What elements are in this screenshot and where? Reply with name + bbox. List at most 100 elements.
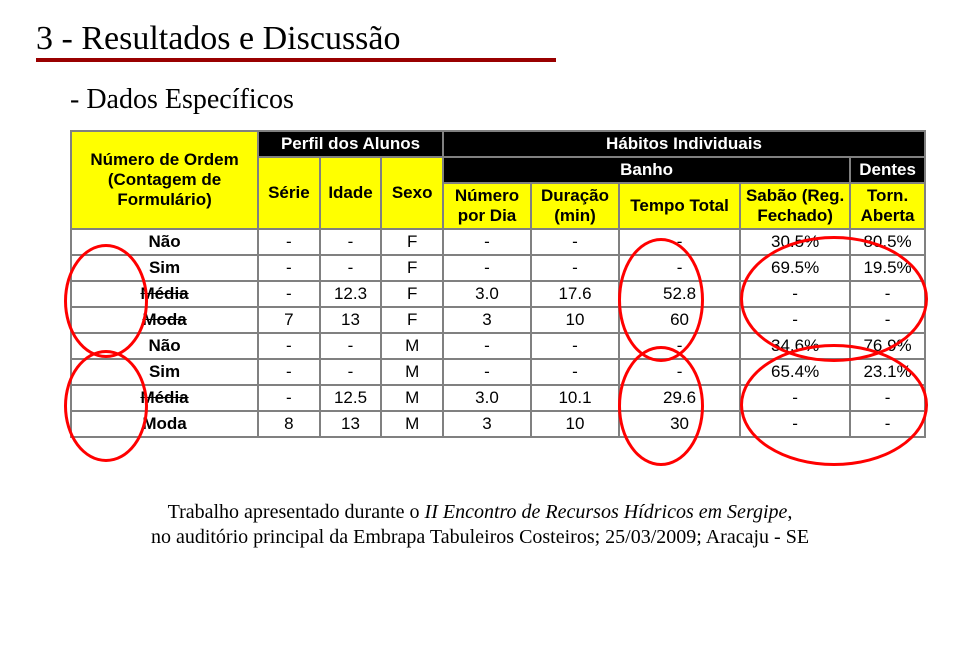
super-dentes: Dentes (850, 157, 925, 183)
cell-sabao: 65.4% (740, 359, 850, 385)
cell-idade: - (320, 229, 382, 255)
row-label: Média (71, 281, 258, 307)
cell-sabao: 30.5% (740, 229, 850, 255)
cell-duracao: 10.1 (531, 385, 619, 411)
row-label: Não (71, 229, 258, 255)
cell-idade: 13 (320, 307, 382, 333)
cell-tempo-total: 29.6 (619, 385, 740, 411)
cell-serie: 7 (258, 307, 320, 333)
table-row: Não--M---34.6%76.9% (71, 333, 925, 359)
cell-sexo: F (381, 281, 443, 307)
header-sabao: Sabão (Reg. Fechado) (740, 183, 850, 229)
row-label: Moda (71, 411, 258, 437)
cell-sabao: - (740, 411, 850, 437)
header-num-dia: Número por Dia (443, 183, 531, 229)
cell-duracao: - (531, 359, 619, 385)
cell-num-dia: - (443, 229, 531, 255)
row-label: Moda (71, 307, 258, 333)
cell-idade: - (320, 333, 382, 359)
page-subtitle: - Dados Específicos (70, 84, 924, 116)
footer-line1-b: II Encontro de Recursos Hídricos em Serg… (425, 501, 788, 523)
cell-serie: - (258, 385, 320, 411)
cell-tempo-total: 60 (619, 307, 740, 333)
cell-duracao: 17.6 (531, 281, 619, 307)
table-row: Sim--F---69.5%19.5% (71, 255, 925, 281)
cell-torn: 76.9% (850, 333, 925, 359)
cell-sabao: 69.5% (740, 255, 850, 281)
cell-serie: - (258, 281, 320, 307)
cell-duracao: - (531, 255, 619, 281)
table-row: Sim--M---65.4%23.1% (71, 359, 925, 385)
cell-num-dia: - (443, 255, 531, 281)
cell-num-dia: 3.0 (443, 385, 531, 411)
cell-torn: - (850, 385, 925, 411)
cell-sexo: M (381, 411, 443, 437)
cell-tempo-total: - (619, 359, 740, 385)
page: 3 - Resultados e Discussão - Dados Espec… (0, 0, 960, 550)
header-duracao: Duração (min) (531, 183, 619, 229)
cell-tempo-total: - (619, 333, 740, 359)
header-tempo-total: Tempo Total (619, 183, 740, 229)
table-row: Moda813M31030-- (71, 411, 925, 437)
cell-torn: 80.5% (850, 229, 925, 255)
cell-sexo: M (381, 385, 443, 411)
cell-duracao: - (531, 333, 619, 359)
table-row: Média-12.5M3.010.129.6-- (71, 385, 925, 411)
cell-idade: 13 (320, 411, 382, 437)
super-banho: Banho (443, 157, 850, 183)
cell-sabao: 34.6% (740, 333, 850, 359)
table-head: Número de Ordem (Contagem de Formulário)… (71, 131, 925, 229)
cell-serie: - (258, 333, 320, 359)
cell-torn: 23.1% (850, 359, 925, 385)
cell-serie: 8 (258, 411, 320, 437)
cell-tempo-total: - (619, 255, 740, 281)
cell-sexo: F (381, 255, 443, 281)
cell-idade: 12.3 (320, 281, 382, 307)
cell-num-dia: 3 (443, 307, 531, 333)
cell-num-dia: - (443, 359, 531, 385)
row-label: Sim (71, 255, 258, 281)
cell-sabao: - (740, 281, 850, 307)
cell-torn: - (850, 281, 925, 307)
cell-serie: - (258, 359, 320, 385)
cell-serie: - (258, 229, 320, 255)
table-row: Média-12.3F3.017.652.8-- (71, 281, 925, 307)
super-habitos: Hábitos Individuais (443, 131, 925, 157)
row-label: Não (71, 333, 258, 359)
cell-idade: - (320, 255, 382, 281)
cell-serie: - (258, 255, 320, 281)
cell-torn: - (850, 307, 925, 333)
header-torn: Torn. Aberta (850, 183, 925, 229)
footer-line1-a: Trabalho apresentado durante o (168, 501, 425, 523)
cell-duracao: 10 (531, 411, 619, 437)
header-idade: Idade (320, 157, 382, 229)
cell-tempo-total: 30 (619, 411, 740, 437)
cell-sexo: M (381, 359, 443, 385)
cell-sexo: F (381, 307, 443, 333)
cell-torn: - (850, 411, 925, 437)
cell-idade: 12.5 (320, 385, 382, 411)
cell-tempo-total: 52.8 (619, 281, 740, 307)
cell-sabao: - (740, 385, 850, 411)
cell-duracao: - (531, 229, 619, 255)
table-row: Não--F---30.5%80.5% (71, 229, 925, 255)
cell-idade: - (320, 359, 382, 385)
table-body: Não--F---30.5%80.5%Sim--F---69.5%19.5%Mé… (71, 229, 925, 437)
title-underline (36, 58, 556, 62)
table-row: Moda713F31060-- (71, 307, 925, 333)
cell-sexo: M (381, 333, 443, 359)
cell-num-dia: - (443, 333, 531, 359)
footer-line1-c: , (787, 501, 792, 523)
table-wrap: Número de Ordem (Contagem de Formulário)… (70, 130, 926, 438)
page-title: 3 - Resultados e Discussão (36, 20, 401, 57)
cell-sexo: F (381, 229, 443, 255)
cell-sabao: - (740, 307, 850, 333)
footer: Trabalho apresentado durante o II Encont… (36, 500, 924, 550)
header-ordem: Número de Ordem (Contagem de Formulário) (71, 131, 258, 229)
super-perfil: Perfil dos Alunos (258, 131, 443, 157)
header-sexo: Sexo (381, 157, 443, 229)
row-label: Sim (71, 359, 258, 385)
cell-num-dia: 3 (443, 411, 531, 437)
cell-torn: 19.5% (850, 255, 925, 281)
cell-duracao: 10 (531, 307, 619, 333)
